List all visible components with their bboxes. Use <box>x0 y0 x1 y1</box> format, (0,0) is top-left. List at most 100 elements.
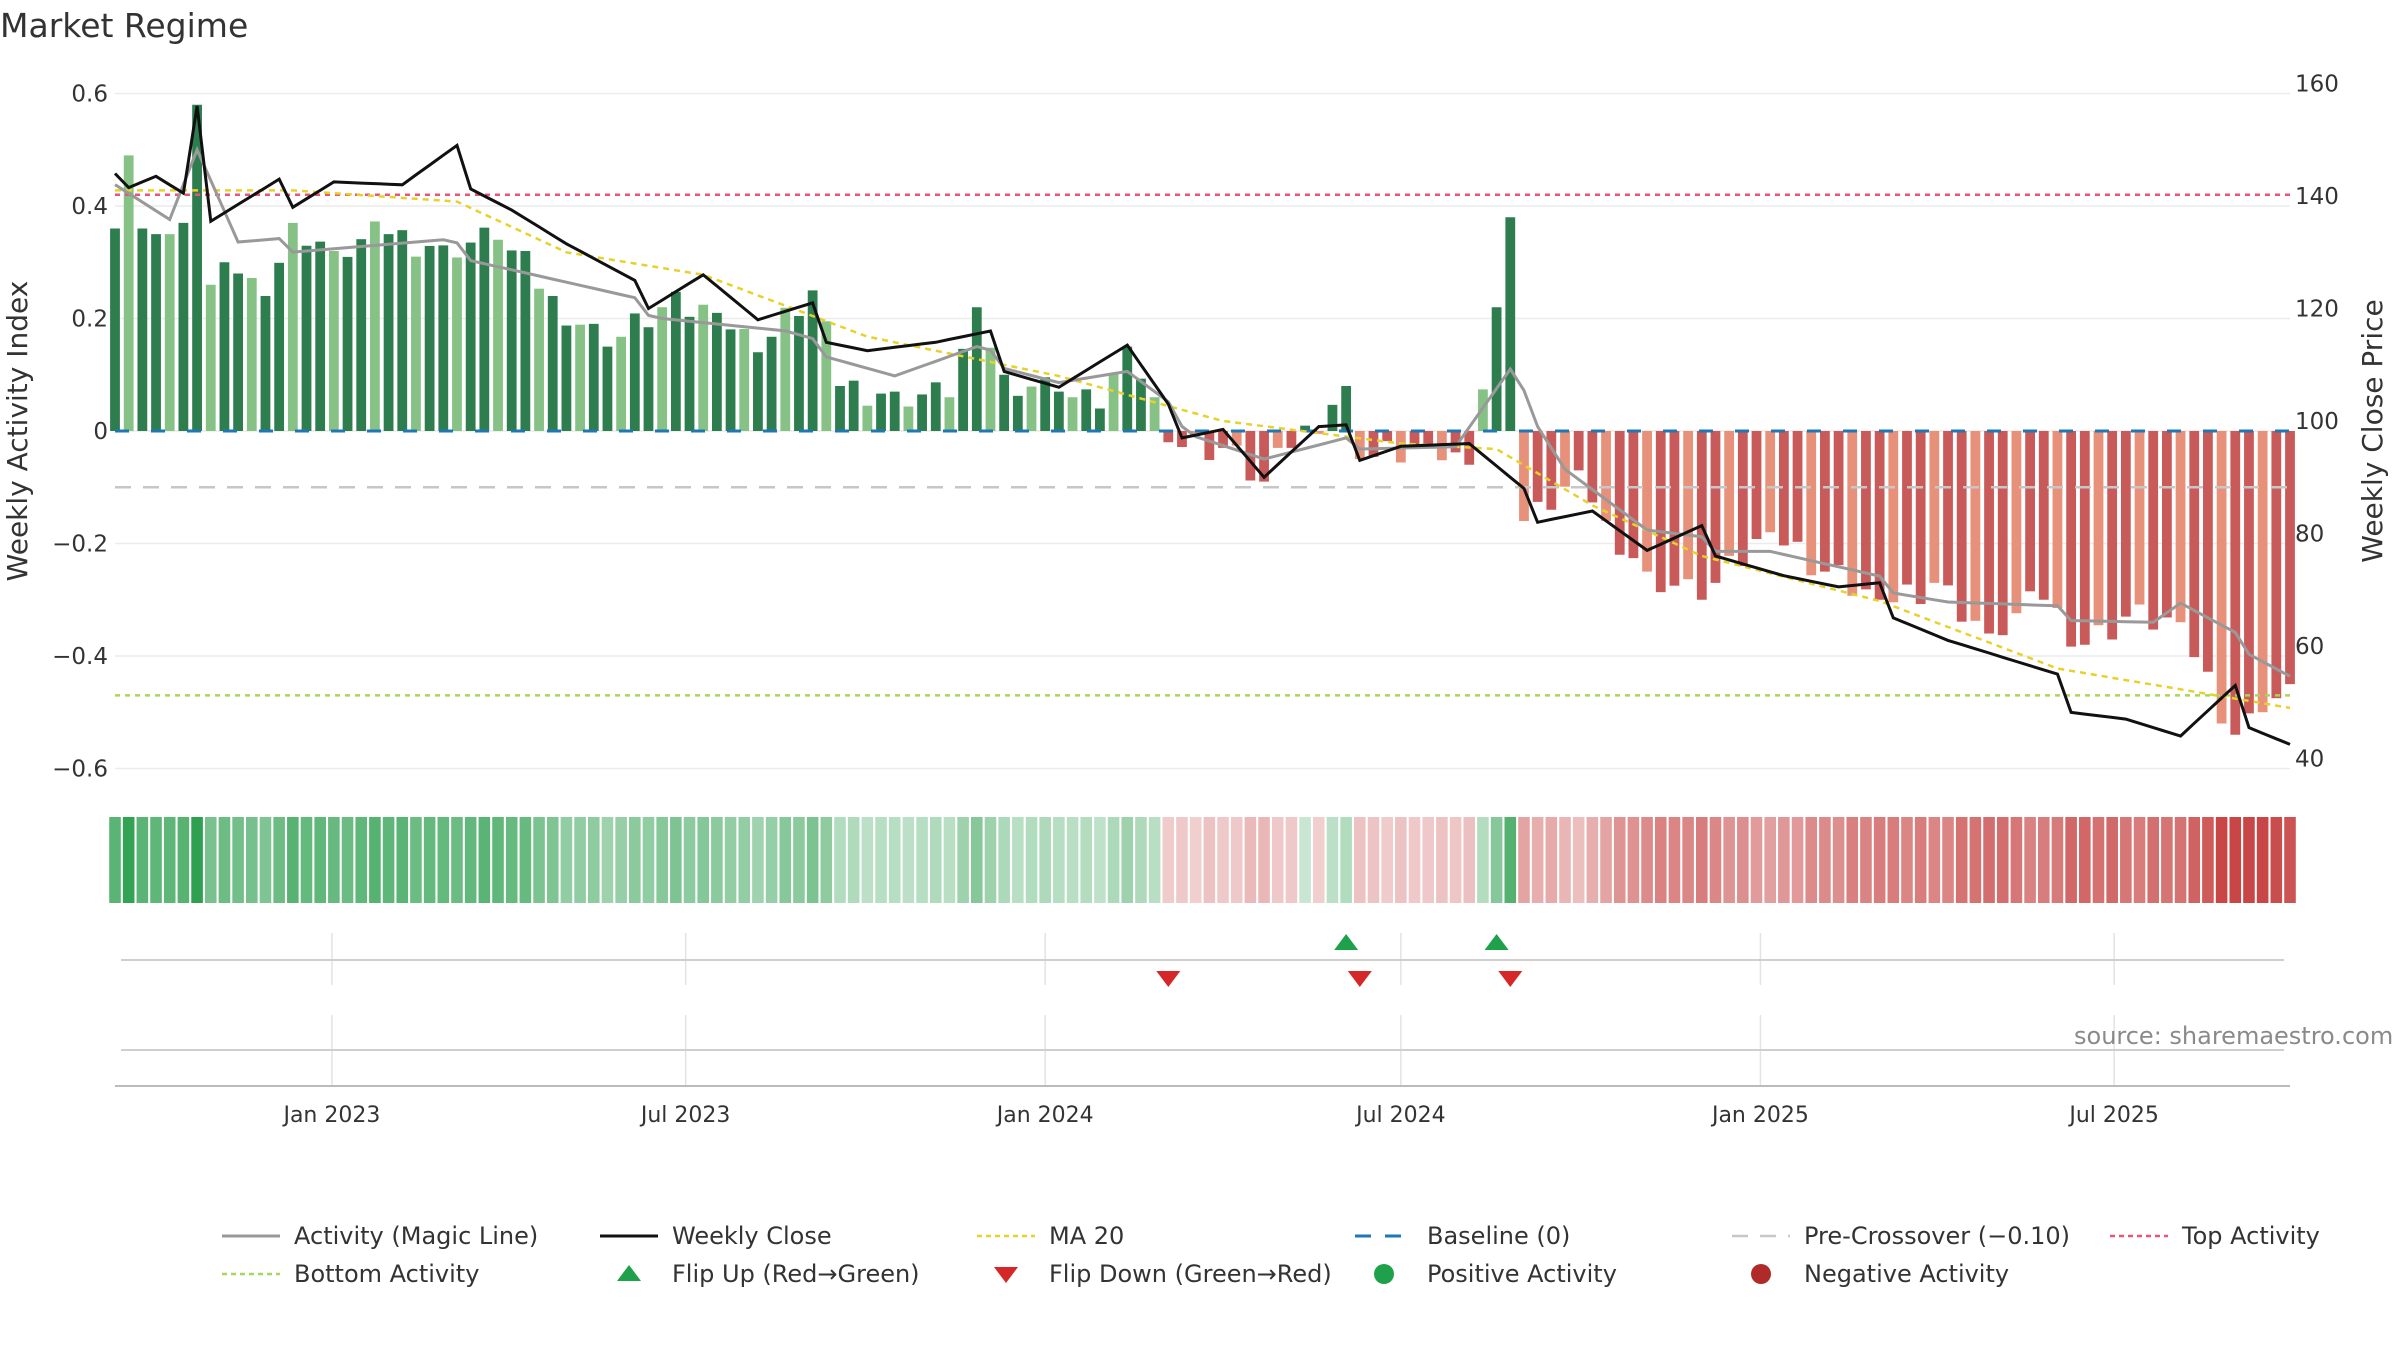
regime-strip-cell <box>1408 817 1421 903</box>
activity-bar <box>1765 431 1776 533</box>
regime-strip-cell <box>2188 817 2201 903</box>
activity-bar <box>1943 431 1953 586</box>
regime-strip-cell <box>629 817 641 903</box>
legend-item: Baseline (0) <box>1355 1222 1570 1250</box>
regime-strip-cell <box>1928 817 1941 903</box>
activity-bar <box>520 251 531 431</box>
activity-bar <box>2285 431 2295 685</box>
regime-strip-cell <box>902 817 915 903</box>
activity-bar <box>1122 346 1133 431</box>
activity-bar <box>1204 431 1215 460</box>
regime-strip-cell <box>1326 817 1339 903</box>
y-right-tick-label: 100 <box>2295 409 2339 435</box>
regime-strip-cell <box>1996 817 2009 903</box>
activity-bar <box>1587 431 1598 503</box>
regime-strip-cell <box>1969 817 1982 903</box>
regime-strip-cell <box>478 817 491 903</box>
activity-bar <box>452 257 462 431</box>
activity-bar <box>1053 391 1064 431</box>
activity-bar <box>1806 431 1817 576</box>
regime-strip-cell <box>218 817 231 903</box>
y-right-tick-label: 120 <box>2295 297 2339 323</box>
regime-strip-cell <box>546 817 559 903</box>
regime-strip-cell <box>1271 817 1284 903</box>
activity-bar <box>1368 431 1379 457</box>
legend-item: Flip Down (Green→Red) <box>994 1260 1332 1288</box>
flip-down-marker <box>1156 971 1181 987</box>
regime-strip-cell <box>245 817 258 903</box>
regime-strip-cell <box>1791 817 1804 903</box>
activity-bar <box>1710 431 1721 583</box>
activity-bar <box>219 262 230 431</box>
regime-strip-cell <box>2051 817 2064 903</box>
regime-strip-cell <box>888 817 901 903</box>
regime-strip-cell <box>779 817 792 903</box>
activity-bar <box>2066 431 2077 647</box>
activity-bar <box>780 307 791 431</box>
activity-bar <box>246 278 257 431</box>
legend-swatch <box>1374 1264 1394 1284</box>
regime-strip-cell <box>1805 817 1818 903</box>
regime-strip-cell <box>1613 817 1626 903</box>
activity-bar <box>971 307 982 431</box>
activity-bar <box>424 245 435 431</box>
legend-item: Negative Activity <box>1751 1260 2009 1288</box>
activity-bar <box>1560 431 1570 487</box>
regime-strip-cell <box>2229 817 2242 903</box>
regime-strip-cell <box>943 817 956 903</box>
regime-strip-cell <box>2133 817 2146 903</box>
regime-strip-cell <box>273 817 285 903</box>
regime-strip-cell <box>1586 817 1599 903</box>
activity-bar <box>1628 431 1639 559</box>
regime-strip-cell <box>1312 817 1325 903</box>
regime-strip-cell <box>300 817 313 903</box>
regime-strip-cell <box>1832 817 1845 903</box>
legend-label: Bottom Activity <box>294 1260 479 1288</box>
y-right-tick-label: 40 <box>2295 747 2324 773</box>
regime-strip-cell <box>1012 817 1024 903</box>
regime-strip-cell <box>875 817 887 903</box>
legend-label: Pre-Crossover (−0.10) <box>1804 1222 2070 1250</box>
activity-bar <box>2052 431 2063 608</box>
activity-bar <box>1655 431 1666 593</box>
regime-strip-cell <box>1709 817 1722 903</box>
regime-strip-cell <box>1080 817 1093 903</box>
activity-bar <box>876 393 886 431</box>
legend-label: Flip Down (Green→Red) <box>1049 1260 1332 1288</box>
regime-strip-cell <box>464 817 477 903</box>
flip-up-marker <box>1484 934 1509 950</box>
activity-bar <box>110 228 120 431</box>
legend-item: Top Activity <box>2110 1222 2320 1250</box>
regime-strip-cell <box>642 817 655 903</box>
activity-bar <box>944 397 955 431</box>
regime-strip-cell <box>1668 817 1681 903</box>
regime-strip-cell <box>1299 817 1311 903</box>
regime-strip-cell <box>697 817 710 903</box>
regime-strip-cell <box>232 817 244 903</box>
regime-strip-cell <box>492 817 504 903</box>
regime-strip-cell <box>1039 817 1051 903</box>
activity-bar <box>1970 431 1981 621</box>
regime-strip-cell <box>847 817 860 903</box>
activity-bar <box>1108 374 1119 431</box>
activity-bar <box>698 304 709 431</box>
activity-bar <box>1778 431 1789 546</box>
activity-bar <box>1190 431 1201 435</box>
activity-bar <box>1669 431 1680 586</box>
weekly-close-line <box>113 105 2291 746</box>
activity-bar <box>985 347 996 431</box>
y-left-tick-label: −0.2 <box>52 532 108 558</box>
activity-bar <box>2244 431 2254 714</box>
regime-strip-cell <box>437 817 450 903</box>
activity-bar <box>1614 431 1625 555</box>
activity-bar <box>739 329 750 431</box>
activity-bar <box>657 307 668 431</box>
activity-bar <box>260 296 271 431</box>
flip-down-marker <box>1498 971 1523 987</box>
regime-strip-cell <box>970 817 983 903</box>
regime-strip-cell <box>1641 817 1653 903</box>
activity-bar <box>930 382 941 431</box>
regime-strip-cell <box>916 817 928 903</box>
regime-strip-cell <box>929 817 942 903</box>
activity-bar <box>2093 431 2104 626</box>
